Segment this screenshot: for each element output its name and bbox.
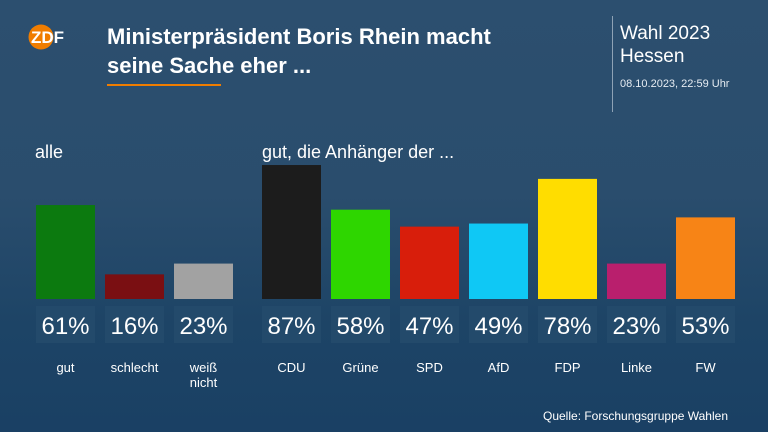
category-label-linke: Linke [621,360,652,375]
value-label-grüne: 58% [336,313,384,340]
category-label-fw: FW [695,360,716,375]
category-label-grüne: Grüne [342,360,378,375]
value-label-schlecht: 16% [110,313,158,340]
value-box-schlecht [105,306,164,343]
category-label-schlecht: schlecht [111,360,159,375]
logo-text: ZDF [31,28,64,47]
title-underline [107,84,221,86]
category-label-spd: SPD [416,360,443,375]
value-box-gut [36,306,95,343]
value-box-linke [607,306,666,343]
value-label-linke: 23% [612,313,660,340]
bar-grüne [331,209,390,299]
value-label-afd: 49% [474,313,522,340]
value-label-fdp: 78% [543,313,591,340]
header-divider [612,16,613,112]
value-box-grüne [331,306,390,343]
value-label-spd: 47% [405,313,453,340]
source-note: Quelle: Forschungsgruppe Wahlen [543,409,728,423]
chart-title-line1: Ministerpräsident Boris Rhein macht [107,24,491,49]
zdf-logo: ZDF [28,24,64,50]
group-title-parties: gut, die Anhänger der ... [262,142,455,162]
timestamp: 08.10.2023, 22:59 Uhr [620,78,730,90]
value-label-gut: 61% [41,313,89,340]
group-title-alle: alle [35,142,64,162]
election-region: Hessen [620,46,685,67]
chart-title-line2: seine Sache eher ... [107,53,312,78]
value-box-cdu [262,306,321,343]
category-label-weiß-nicht: weiß [189,360,218,375]
category-label-fdp: FDP [555,360,581,375]
bar-fdp [538,178,597,299]
category-label-afd: AfD [488,360,510,375]
value-label-fw: 53% [681,313,729,340]
election-name: Wahl 2023 [620,23,711,44]
value-box-afd [469,306,528,343]
value-box-fdp [538,306,597,343]
bar-weiß-nicht [174,263,233,299]
election-label: Wahl 2023 Hessen [620,22,710,68]
value-box-weiß-nicht [174,306,233,343]
category-label-cdu: CDU [277,360,305,375]
value-label-cdu: 87% [267,313,315,340]
bar-afd [469,223,528,299]
bar-gut [36,205,95,299]
value-label-weiß-nicht: 23% [179,313,227,340]
value-box-spd [400,306,459,343]
bar-spd [400,226,459,299]
bar-schlecht [105,274,164,299]
category-label-weiß-nicht: nicht [190,375,218,390]
category-label-gut: gut [56,360,74,375]
chart-title: Ministerpräsident Boris Rhein macht sein… [107,22,577,80]
bar-cdu [262,165,321,299]
bar-fw [676,217,735,299]
bar-linke [607,263,666,299]
value-box-fw [676,306,735,343]
